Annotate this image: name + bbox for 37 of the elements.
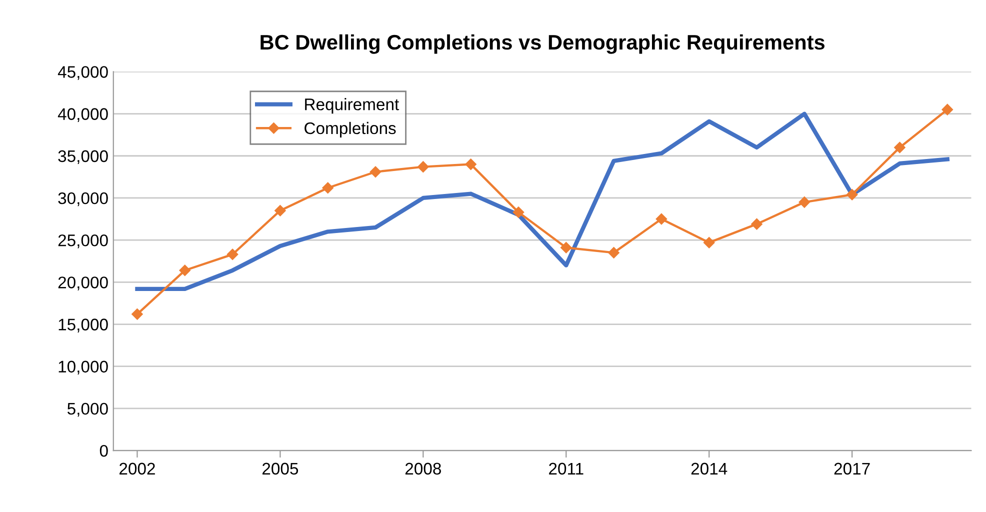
y-tick-label: 5,000 [67,402,108,417]
point [846,189,858,200]
y-tick-label: 15,000 [58,318,108,332]
chart-title: BC Dwelling Completions vs Demographic Requirements [260,34,824,54]
point [512,206,524,218]
point [608,247,620,258]
y-tick-label: 0 [100,444,108,457]
y-tick-label: 40,000 [58,108,108,122]
legend-label: Requirement [305,98,400,114]
point [798,196,810,208]
point [560,242,572,254]
point [703,236,715,248]
point [226,248,238,260]
point [465,158,476,170]
point [370,166,382,178]
point [751,218,762,230]
point [942,104,953,116]
x-tick-label: 2008 [405,462,441,475]
legend-label: Completions [304,122,396,138]
point [179,264,190,276]
point [132,308,143,320]
x-tick-label: 2002 [120,462,155,475]
y-tick-label: 10,000 [58,360,108,375]
y-tick-label: 25,000 [58,234,108,248]
x-tick-label: 2017 [834,462,870,475]
x-tick-label: 2011 [549,462,584,475]
point [322,182,334,194]
point [656,213,668,225]
y-tick-label: 30,000 [58,192,108,206]
point [274,204,286,216]
y-tick-label: 20,000 [58,276,108,290]
point [418,161,429,172]
y-tick-label: 35,000 [58,150,108,164]
x-tick-label: 2014 [691,462,728,475]
point [894,142,906,154]
y-tick-label: 45,000 [58,66,108,80]
x-tick-label: 2005 [262,462,298,475]
